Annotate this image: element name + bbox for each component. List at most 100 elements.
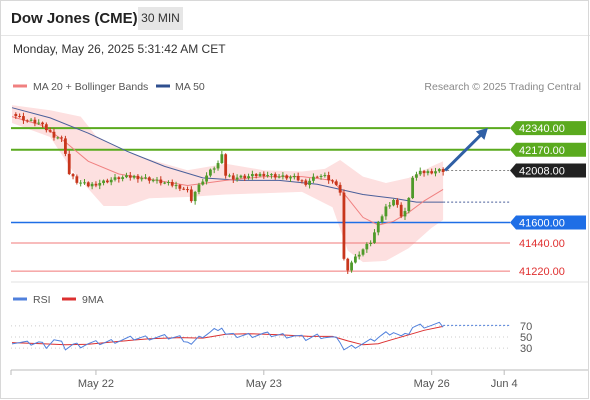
candle-body bbox=[380, 216, 384, 222]
candle-body bbox=[44, 124, 48, 131]
candle-body bbox=[144, 177, 147, 179]
candle-body bbox=[98, 183, 102, 186]
rsi-ma-line bbox=[11, 325, 444, 346]
support-price-label: 41600.00 bbox=[519, 218, 565, 230]
candle-body bbox=[155, 179, 159, 181]
candle-body bbox=[441, 169, 445, 172]
last-price-label-tag bbox=[510, 163, 586, 178]
candle-body bbox=[56, 137, 60, 139]
candle-body bbox=[254, 174, 258, 177]
candle-body bbox=[411, 177, 415, 199]
resistance-price-label-tag bbox=[510, 142, 586, 157]
bollinger-band bbox=[12, 105, 444, 263]
candle-body bbox=[331, 180, 334, 182]
candle-body bbox=[250, 174, 254, 177]
candle-body bbox=[140, 178, 144, 180]
candle-body bbox=[304, 180, 308, 185]
candle-body bbox=[395, 199, 399, 205]
rsi-tick-label: 30 bbox=[520, 343, 532, 355]
candle-body bbox=[353, 256, 357, 263]
rsi-ma-legend-swatch bbox=[62, 297, 76, 301]
candle-body bbox=[403, 211, 407, 217]
candle-body bbox=[189, 189, 193, 202]
candle-body bbox=[25, 120, 29, 122]
candle-body bbox=[205, 175, 208, 182]
resistance-price-label-tag bbox=[510, 121, 586, 136]
resistance-price-label: 42340.00 bbox=[519, 123, 565, 135]
projection-arrow-shaft bbox=[444, 129, 487, 172]
candle-body bbox=[300, 180, 304, 182]
candle-body bbox=[216, 163, 220, 169]
candle-body bbox=[79, 182, 83, 184]
candle-body bbox=[292, 175, 296, 178]
candle-body bbox=[231, 175, 235, 180]
candle-body bbox=[60, 137, 63, 139]
candle-body bbox=[342, 192, 346, 259]
rsi-line bbox=[11, 321, 444, 351]
candle-body bbox=[315, 176, 319, 178]
candle-body bbox=[228, 175, 231, 177]
candle-body bbox=[430, 171, 434, 174]
candle-body bbox=[197, 184, 201, 192]
candle-body bbox=[147, 177, 151, 181]
candle-body bbox=[415, 174, 418, 178]
candle-body bbox=[182, 188, 186, 190]
candle-body bbox=[346, 258, 350, 271]
candle-body bbox=[132, 175, 136, 178]
ma50-legend-label: MA 50 bbox=[175, 81, 205, 93]
candle-body bbox=[399, 204, 403, 217]
candle-body bbox=[33, 119, 37, 124]
instrument-title: Dow Jones (CME) bbox=[11, 10, 138, 27]
candle-body bbox=[22, 116, 25, 121]
candle-body bbox=[224, 154, 228, 176]
ma20-legend-label: MA 20 + Bollinger Bands bbox=[33, 81, 148, 93]
candle-body bbox=[170, 182, 174, 186]
candle-body bbox=[14, 114, 18, 117]
candle-body bbox=[262, 173, 266, 176]
candle-body bbox=[209, 169, 212, 176]
rsi-legend-label: RSI bbox=[33, 294, 51, 306]
candle-body bbox=[174, 185, 178, 187]
rsi-tick-label: 50 bbox=[520, 332, 532, 344]
candle-body bbox=[18, 116, 22, 118]
candle-body bbox=[384, 206, 388, 217]
candle-body bbox=[41, 122, 44, 125]
candle-body bbox=[48, 130, 52, 132]
candle-body bbox=[201, 181, 205, 185]
candle-body bbox=[212, 168, 216, 170]
chart-datetime: Monday, May 26, 2025 5:31:42 AM CET bbox=[13, 42, 226, 56]
candle-body bbox=[392, 199, 395, 206]
candle-body bbox=[277, 176, 281, 178]
rsi-tick-label: 70 bbox=[520, 321, 532, 333]
ma50-line bbox=[11, 107, 444, 203]
candle-body bbox=[83, 182, 86, 184]
candle-body bbox=[64, 138, 67, 154]
candle-body bbox=[338, 184, 342, 193]
candle-body bbox=[243, 175, 247, 179]
candle-body bbox=[369, 242, 373, 244]
candle-body bbox=[273, 174, 277, 178]
ma50-legend-swatch bbox=[156, 84, 170, 88]
candle-body bbox=[289, 177, 292, 179]
x-axis-label: May 22 bbox=[78, 378, 114, 390]
candle-body bbox=[308, 180, 311, 185]
candle-body bbox=[418, 170, 422, 175]
candle-body bbox=[422, 170, 426, 174]
candle-body bbox=[365, 244, 369, 250]
candle-body bbox=[258, 173, 262, 177]
timeframe-badge[interactable]: 30 MIN bbox=[138, 7, 183, 30]
support-price-label: 41440.00 bbox=[519, 238, 565, 250]
candle-body bbox=[426, 171, 430, 174]
candle-body bbox=[319, 175, 323, 177]
candle-body bbox=[266, 175, 270, 177]
candle-body bbox=[29, 119, 33, 121]
candle-body bbox=[350, 262, 353, 271]
support-price-label-tag bbox=[510, 215, 586, 230]
candle-body bbox=[109, 179, 113, 183]
candle-body bbox=[151, 180, 155, 182]
ma20-legend-swatch bbox=[13, 84, 27, 88]
candle-body bbox=[193, 191, 197, 202]
candle-body bbox=[247, 176, 250, 179]
chart-header: Dow Jones (CME) 30 MIN bbox=[0, 0, 590, 36]
